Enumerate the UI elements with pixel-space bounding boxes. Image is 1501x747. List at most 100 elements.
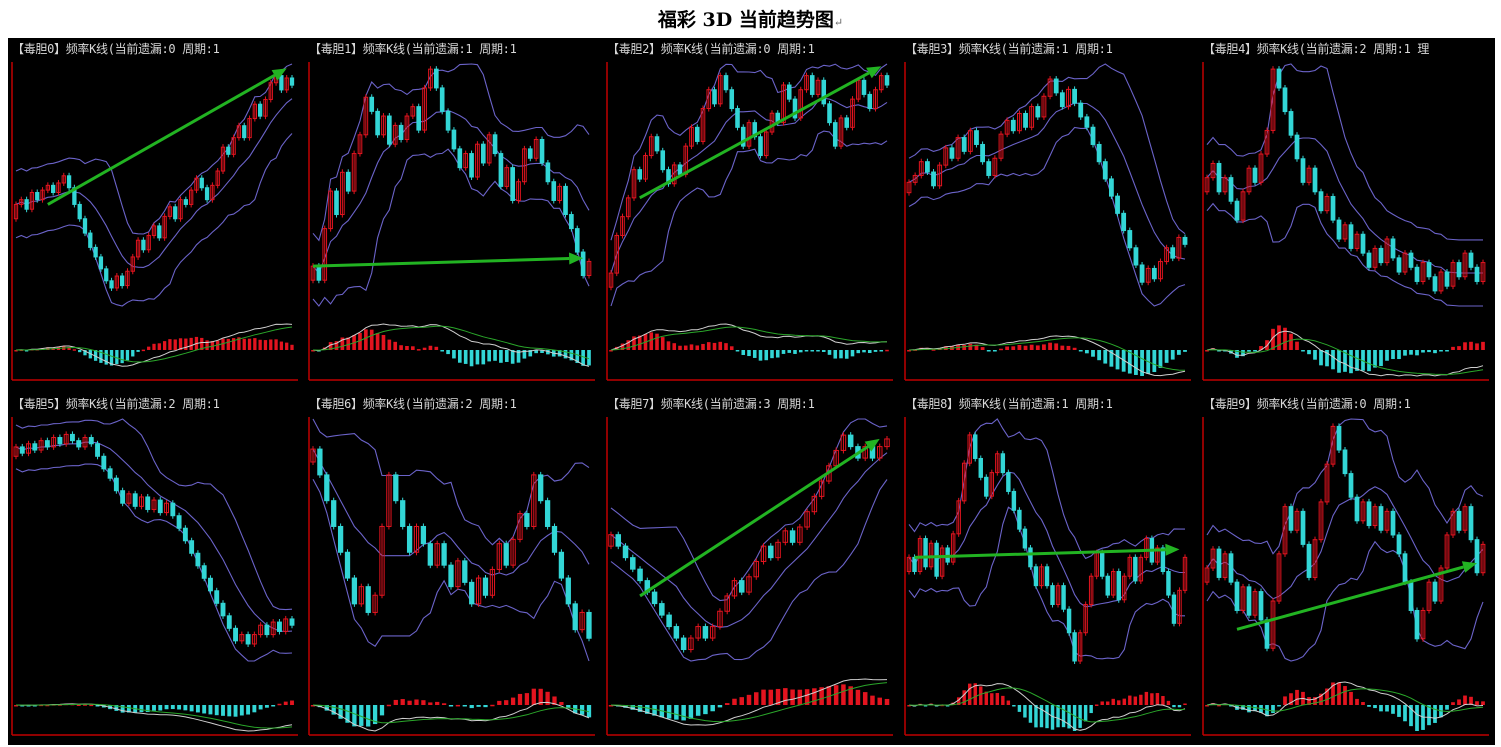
trend-arrow-shaft: [639, 445, 869, 598]
candle-body: [1312, 167, 1318, 193]
macd-bar: [724, 703, 730, 705]
candle-body: [1145, 267, 1151, 283]
candle-body: [878, 75, 884, 91]
macd-bar: [1391, 705, 1395, 714]
macd-bar: [1373, 350, 1377, 368]
macd-bar: [1451, 702, 1455, 705]
kline-chart: [11, 417, 298, 736]
candle-body: [416, 106, 422, 131]
macd-bar: [177, 705, 182, 710]
macd-bar: [980, 347, 985, 350]
candle-body: [1294, 134, 1300, 160]
candle-body: [120, 490, 126, 504]
macd-bar: [870, 695, 875, 705]
candle-body: [404, 115, 410, 140]
candle-body: [475, 577, 482, 605]
candle-body: [1111, 571, 1116, 596]
candle-body: [746, 576, 752, 593]
macd-bar: [114, 705, 119, 711]
candle-body: [151, 499, 157, 510]
candle-body: [1246, 167, 1252, 193]
candle-body: [357, 134, 363, 155]
macd-bar: [1122, 698, 1126, 705]
macd-bar: [170, 705, 175, 710]
chart-panel: 【毒胆2】频率K线(当前遗漏:0 周期:1: [605, 38, 895, 383]
candle-body: [283, 618, 289, 632]
candle-body: [239, 634, 245, 642]
candle-body: [998, 133, 1004, 159]
macd-bar: [1001, 695, 1005, 705]
candle-body: [1116, 571, 1121, 601]
candle-body: [967, 434, 972, 464]
candle-body: [1390, 510, 1396, 536]
candle-body: [29, 192, 35, 210]
candle-body: [832, 122, 838, 147]
candle-body: [840, 434, 847, 451]
candle-body: [1160, 547, 1166, 573]
macd-bar: [120, 705, 125, 713]
candle-body: [563, 185, 568, 216]
candle-body: [1050, 585, 1055, 605]
dif-line: [610, 678, 888, 726]
macd-bar: [752, 350, 757, 358]
candle-body: [1133, 247, 1139, 266]
macd-bar: [992, 350, 997, 352]
macd-bar: [1078, 705, 1082, 728]
candle-body: [1432, 276, 1438, 292]
lower-band-line: [908, 506, 1185, 660]
candle-body: [445, 110, 451, 131]
candle-body: [469, 153, 474, 178]
candle-body: [956, 500, 961, 535]
dif-line: [908, 683, 1186, 731]
candle-body: [522, 148, 527, 183]
macd-bar: [1343, 350, 1347, 372]
panel-title: 【毒胆5】频率K线(当前遗漏:2 周期:1: [12, 397, 220, 411]
macd-bar: [1445, 350, 1449, 352]
macd-bar: [968, 683, 972, 705]
macd-bar: [340, 337, 345, 350]
candle-body: [51, 437, 57, 448]
candle-body: [162, 215, 167, 239]
candle-body: [580, 251, 586, 277]
macd-bar: [93, 350, 98, 361]
macd-bar: [827, 350, 832, 355]
macd-bar: [246, 705, 251, 715]
candle-body: [1270, 600, 1276, 649]
macd-bar: [290, 344, 294, 350]
candle-body: [565, 577, 571, 605]
macd-bar: [411, 346, 415, 350]
macd-bar: [83, 704, 87, 706]
macd-bar: [263, 340, 268, 350]
candle-body: [1468, 252, 1474, 268]
macd-bar: [109, 350, 114, 366]
macd-bar: [1223, 350, 1227, 352]
candle-body: [1102, 161, 1108, 180]
lower-band-line: [610, 479, 888, 662]
candle-body: [32, 443, 38, 451]
macd-bar: [1397, 350, 1401, 360]
macd-bar: [695, 345, 700, 350]
macd-bar: [552, 696, 557, 705]
candle-body: [980, 143, 986, 163]
candle-body: [195, 552, 201, 567]
candle-body: [1047, 78, 1053, 97]
candle-body: [579, 611, 585, 631]
candle-body: [386, 474, 392, 527]
candle-body: [586, 260, 592, 277]
candle-body: [1420, 262, 1426, 282]
macd-bar: [1379, 705, 1383, 712]
candle-body: [381, 115, 386, 136]
macd-bar: [1106, 701, 1110, 705]
macd-bar: [877, 697, 882, 705]
candle-body: [413, 525, 420, 553]
candle-body: [1336, 425, 1342, 451]
macd-bar: [1349, 350, 1353, 374]
macd-bar: [1144, 691, 1149, 705]
trend-arrow-shaft: [47, 74, 276, 206]
macd-bar: [856, 350, 861, 354]
macd-bar: [1048, 342, 1052, 350]
macd-bar: [701, 343, 705, 350]
candle-body: [1127, 230, 1133, 249]
macd-bar: [481, 350, 486, 365]
candle-body: [809, 75, 815, 95]
